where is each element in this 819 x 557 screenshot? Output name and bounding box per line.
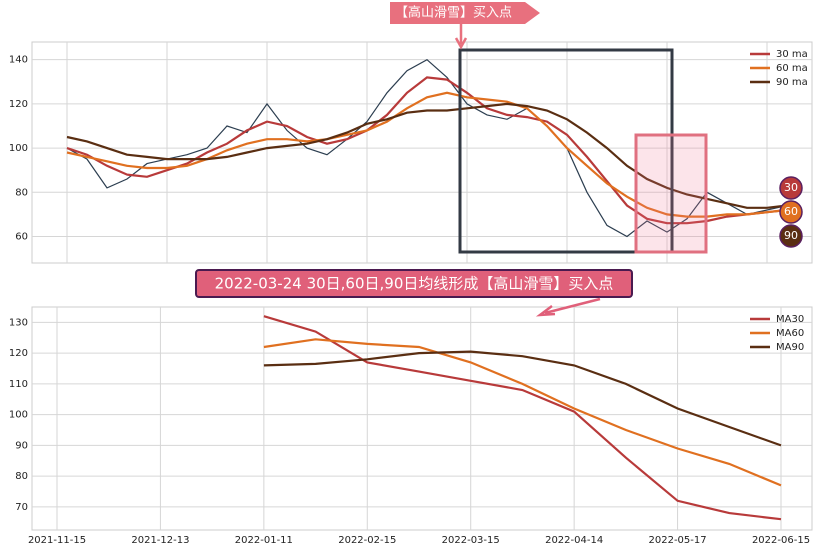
y-tick-label: 100 (9, 410, 28, 421)
legend-label: 60 ma (776, 63, 808, 74)
x-tick-label: 2022-06-15 (752, 535, 810, 546)
ma-line (263, 338, 782, 487)
y-tick-label: 120 (9, 348, 28, 359)
legend-label: 30 ma (776, 49, 808, 60)
ma-line (263, 350, 782, 447)
y-tick-label: 70 (15, 502, 28, 513)
x-tick-label: 2022-04-14 (545, 535, 603, 546)
y-tick-label: 120 (9, 99, 28, 110)
annotation-banner (195, 269, 633, 298)
y-tick-label: 100 (9, 143, 28, 154)
highlight-box (458, 48, 674, 254)
top-plot-frame (31, 41, 813, 264)
highlight-box (634, 133, 708, 254)
y-tick-label: 130 (9, 317, 28, 328)
bottom-plot-frame (31, 306, 813, 531)
end-badge (779, 200, 803, 224)
x-tick-label: 2022-01-11 (235, 535, 293, 546)
annotation-pointer (535, 297, 601, 317)
y-tick-label: 110 (9, 379, 28, 390)
annotation-arrow (390, 2, 540, 24)
x-tick-label: 2022-03-15 (442, 535, 500, 546)
legend-label: 90 ma (776, 77, 808, 88)
ma-line (66, 91, 788, 218)
y-tick-label: 90 (15, 440, 28, 451)
ma-line (263, 315, 782, 521)
end-badge-label: 90 (784, 229, 798, 242)
annotation-pointer (454, 24, 468, 50)
end-badge-label: 30 (784, 181, 798, 194)
ma-line (66, 76, 788, 225)
x-tick-label: 2021-11-15 (28, 535, 86, 546)
annotation-text: 2022-03-24 30日,60日,90日均线形成【高山滑雪】买入点 (215, 275, 614, 293)
end-badge (779, 224, 803, 248)
y-tick-label: 80 (15, 471, 28, 482)
x-tick-label: 2022-02-15 (338, 535, 396, 546)
y-tick-label: 140 (9, 55, 28, 66)
legend-label: MA60 (776, 328, 804, 339)
y-tick-label: 80 (15, 187, 28, 198)
annotation-text: 【高山滑雪】买入点 (395, 5, 512, 21)
price-line (66, 58, 788, 238)
legend-label: MA30 (776, 314, 804, 325)
ma-line (66, 102, 788, 209)
x-tick-label: 2022-05-17 (649, 535, 707, 546)
legend-label: MA90 (776, 342, 804, 353)
end-badge-label: 60 (784, 205, 798, 218)
y-tick-label: 60 (15, 231, 28, 242)
end-badge (779, 176, 803, 200)
x-tick-label: 2021-12-13 (131, 535, 189, 546)
